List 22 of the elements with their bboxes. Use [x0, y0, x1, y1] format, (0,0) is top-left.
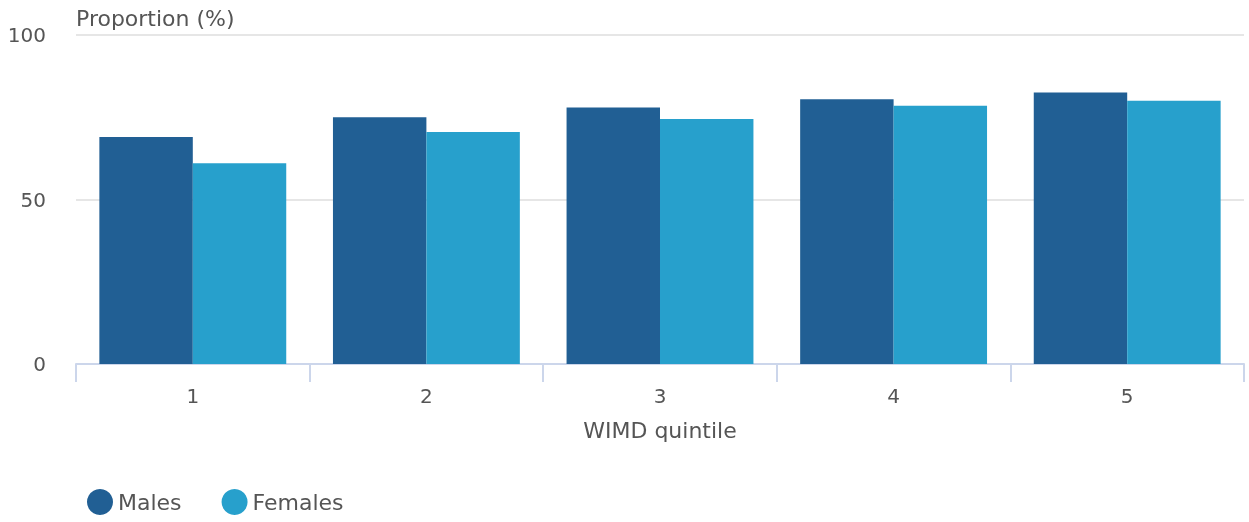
y-tick-label: 50	[20, 187, 46, 212]
x-axis-title: WIMD quintile	[583, 417, 737, 443]
bar	[566, 107, 660, 364]
bar	[192, 163, 287, 364]
y-axis-title: Proportion (%)	[76, 5, 235, 31]
bar	[99, 136, 193, 364]
bar	[800, 99, 894, 364]
x-tick-label: 3	[653, 384, 667, 408]
bar	[1033, 92, 1128, 364]
bar	[893, 105, 988, 364]
legend-label: Females	[252, 489, 344, 515]
bar	[332, 117, 427, 364]
x-tick-label: 5	[1120, 384, 1134, 408]
y-tick-label: 100	[7, 23, 46, 47]
bar	[426, 132, 520, 364]
x-tick-label: 2	[420, 384, 433, 408]
y-tick-label: 0	[33, 352, 46, 376]
x-tick-label: 4	[887, 384, 900, 408]
legend-label: Males	[118, 489, 182, 515]
bar	[1127, 100, 1221, 364]
x-tick-label: 1	[186, 384, 200, 408]
bar	[660, 118, 754, 364]
